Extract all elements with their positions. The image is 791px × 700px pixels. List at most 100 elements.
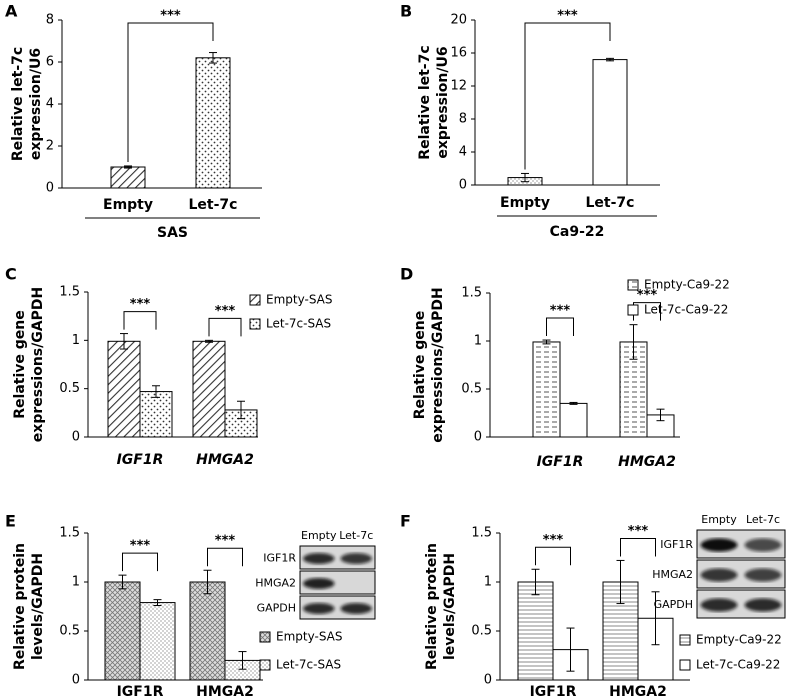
group-label: Ca9-22 — [550, 224, 605, 240]
blot-lane-label: Empty — [701, 513, 737, 526]
bar — [104, 581, 141, 681]
panel: F Relative protein levels/GAPDH 0 0.5 1 1.5 IGF… — [400, 512, 786, 700]
bar — [517, 581, 554, 681]
bar — [592, 59, 628, 186]
y-axis-label: Relative protein — [424, 543, 440, 670]
error-bar — [118, 574, 127, 590]
panel-letter: F — [400, 512, 411, 531]
legend-label: Empty-SAS — [276, 630, 342, 644]
blot-band — [744, 598, 782, 612]
blot-band — [700, 568, 738, 582]
y-tick-label: 0.5 — [59, 624, 80, 639]
y-tick-label: 16 — [450, 46, 467, 61]
blot-band — [340, 603, 372, 614]
error-bar — [651, 591, 660, 646]
y-tick-label: 0.5 — [471, 624, 492, 639]
bar — [192, 340, 226, 438]
error-bar — [120, 333, 128, 350]
significance-label: *** — [215, 304, 236, 319]
x-tick-label: IGF1R — [117, 684, 164, 700]
blot-band — [340, 553, 372, 564]
y-tick-label: 2 — [46, 139, 54, 154]
significance-bracket — [546, 317, 574, 337]
blot-band — [303, 578, 335, 589]
y-tick-label: 12 — [450, 79, 467, 94]
panel: E Relative protein levels/GAPDH 0 0.5 1 1.5 IGF… — [5, 512, 376, 700]
bar — [110, 166, 146, 189]
blot-row-label: HMGA2 — [652, 568, 693, 581]
error-bar — [531, 568, 540, 596]
y-axis-label: Relative let-7c — [417, 45, 433, 159]
legend-swatch — [627, 279, 639, 291]
blot-band — [744, 538, 782, 552]
blot-band — [700, 538, 738, 552]
y-tick-label: 4 — [46, 97, 54, 112]
significance-bracket — [524, 22, 611, 170]
y-tick-label: 0.5 — [59, 381, 80, 396]
y-axis-label: expression/U6 — [28, 48, 44, 160]
x-tick-label: IGF1R — [537, 454, 584, 470]
significance-bracket — [207, 547, 243, 567]
panel-letter: C — [5, 265, 17, 284]
y-axis-label: expression/U6 — [435, 46, 451, 158]
x-tick-label: HMGA2 — [609, 684, 667, 700]
y-tick-label: 1.5 — [471, 526, 492, 541]
bar — [139, 602, 176, 681]
x-tick-label: HMGA2 — [196, 452, 254, 468]
x-tick-label: Empty — [500, 195, 550, 211]
error-bar — [542, 339, 551, 345]
bar — [189, 581, 226, 681]
significance-bracket — [127, 22, 214, 162]
panel: D Relative gene expressions/GAPDH 0 0.5 1 1.5 I… — [400, 265, 730, 471]
y-axis-label: Relative protein — [12, 543, 28, 670]
error-bar — [606, 57, 614, 62]
y-axis-label: Relative let-7c — [10, 47, 26, 161]
error-bar — [152, 385, 160, 398]
error-bar — [569, 401, 578, 405]
y-axis-label: Relative gene — [12, 310, 28, 419]
y-axis-label: expressions/GAPDH — [430, 287, 446, 442]
legend-label: Let-7c-Ca9-22 — [696, 658, 780, 672]
blot-row-label: IGF1R — [660, 538, 693, 551]
significance-label: *** — [557, 9, 578, 24]
significance-bracket — [535, 546, 571, 566]
panel-letter: A — [5, 2, 18, 21]
legend-label: Let-7c-Ca9-22 — [644, 303, 728, 317]
y-tick-label: 0 — [484, 673, 492, 688]
error-bar — [203, 569, 212, 595]
significance-label: *** — [160, 9, 181, 24]
panel: C Relative gene expressions/GAPDH 0 0.5 1 1.5 I… — [5, 265, 332, 469]
y-tick-label: 8 — [46, 13, 54, 28]
error-bar — [205, 339, 213, 343]
error-bar — [124, 165, 132, 169]
error-bar — [566, 627, 575, 672]
bar — [195, 57, 231, 189]
blot-band — [303, 553, 335, 564]
legend-swatch — [627, 304, 639, 316]
panel-letter: D — [400, 265, 413, 284]
error-bar — [237, 400, 245, 420]
significance-bracket — [208, 317, 242, 337]
x-tick-label: HMGA2 — [618, 454, 676, 470]
x-tick-label: IGF1R — [117, 452, 164, 468]
bar — [107, 340, 141, 438]
y-tick-label: 0 — [72, 430, 80, 445]
blot-band — [700, 598, 738, 612]
legend-swatch — [249, 294, 261, 306]
x-tick-label: Let-7c — [189, 197, 238, 213]
y-tick-label: 8 — [459, 112, 467, 127]
x-tick-label: IGF1R — [530, 684, 577, 700]
legend-swatch — [259, 631, 271, 643]
panel-letter: B — [400, 2, 412, 21]
y-tick-label: 0 — [72, 673, 80, 688]
legend-label: Let-7c-SAS — [276, 658, 341, 672]
blot-row-label: GAPDH — [654, 598, 693, 611]
bar — [139, 391, 173, 438]
error-bar — [629, 324, 638, 360]
y-axis-label: levels/GAPDH — [30, 553, 46, 660]
legend-label: Empty-Ca9-22 — [696, 633, 782, 647]
error-bar — [153, 599, 162, 607]
y-tick-label: 0.5 — [461, 382, 482, 397]
significance-label: *** — [628, 524, 649, 539]
legend-swatch — [259, 659, 271, 671]
